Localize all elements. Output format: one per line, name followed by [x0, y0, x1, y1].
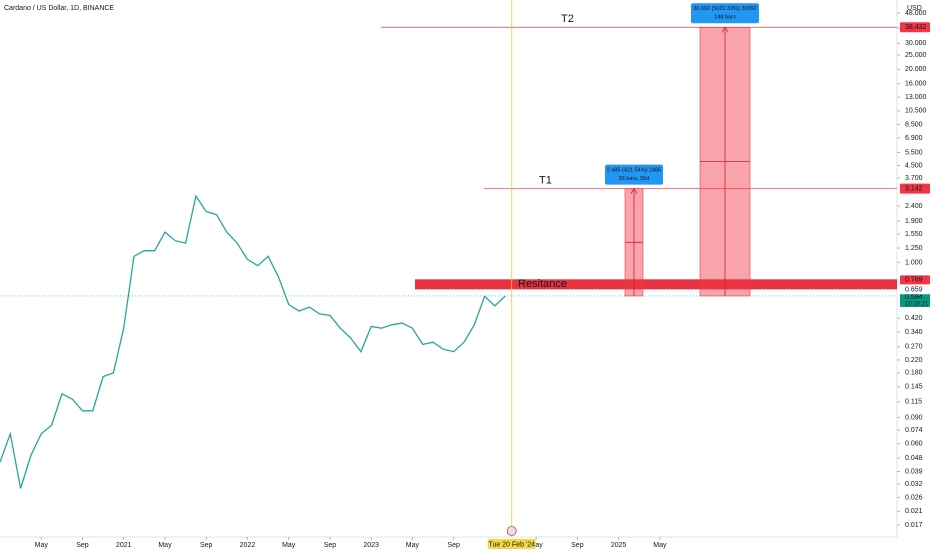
y-tick-label: 0.048 — [905, 455, 923, 462]
y-tick-label: 8.500 — [905, 121, 923, 128]
x-tick-label: 2025 — [611, 542, 627, 549]
measure-label-bg — [691, 3, 759, 24]
x-tick-label: May — [35, 542, 49, 549]
y-tick-label: 0.340 — [905, 329, 923, 336]
measure-bars: 148 bars — [714, 15, 736, 21]
chart-title: Cardano / US Dollar, 1D, BINANCE — [4, 5, 114, 12]
x-tick-label: May — [653, 542, 667, 549]
y-tick-label: 20.000 — [905, 66, 927, 73]
price-label-bg — [900, 275, 930, 285]
y-tick-label: 1.900 — [905, 218, 923, 225]
x-tick-label: Sep — [200, 542, 213, 549]
resistance-label: Resitance — [518, 278, 567, 290]
y-tick-label: 16.000 — [905, 81, 927, 88]
price-label: 38.432 — [905, 24, 927, 31]
last-price-bg — [900, 292, 930, 307]
measure-label: 2.485 (421.54%) 2485 — [607, 168, 661, 174]
x-tick-label: Sep — [571, 542, 584, 549]
y-tick-label: 0.017 — [905, 522, 923, 529]
measure-bars: 55 bars, 55d — [619, 176, 650, 182]
y-tick-label: 3.700 — [905, 175, 923, 182]
y-tick-label: 0.115 — [905, 399, 922, 406]
resistance-bar — [415, 279, 897, 290]
y-tick-label: 0.074 — [905, 427, 923, 434]
y-tick-label: 25.000 — [905, 52, 927, 59]
y-tick-label: 0.026 — [905, 494, 923, 501]
y-tick-label: 0.060 — [905, 441, 923, 448]
cursor-label: Tue 20 Feb '24 — [488, 541, 535, 548]
y-tick-label: 0.270 — [905, 344, 923, 351]
x-tick-label: Sep — [76, 542, 89, 549]
y-tick-label: 0.145 — [905, 384, 923, 391]
y-tick-label: 5.500 — [905, 149, 923, 156]
measure-arrow-head — [630, 187, 638, 194]
y-tick-label: 0.180 — [905, 370, 923, 377]
last-price-label: 0.594 — [905, 294, 923, 301]
countdown: 10:10:21 — [905, 302, 929, 308]
y-tick-label: 48.000 — [905, 10, 927, 17]
target-name: T1 — [539, 175, 552, 187]
x-tick-label: May — [282, 542, 296, 549]
y-tick-label: 1.000 — [905, 259, 923, 266]
target-name: T2 — [561, 13, 574, 25]
event-icon — [506, 526, 517, 536]
measure-label: 30.092 (5031.33%) 30092 — [693, 6, 757, 12]
x-tick-label: Sep — [324, 542, 337, 549]
x-tick-label: May — [530, 542, 544, 549]
y-tick-label: 6.900 — [905, 135, 923, 142]
y-tick-label: 0.039 — [905, 468, 923, 475]
currency: USD — [907, 5, 922, 12]
y-tick-label: 1.250 — [905, 245, 923, 252]
price-label-bg — [900, 183, 930, 194]
y-tick-label: 4.500 — [905, 162, 923, 169]
x-tick-label: 2022 — [240, 542, 256, 549]
y-tick-label: 13.000 — [905, 94, 927, 101]
y-tick-label: 0.420 — [905, 315, 923, 322]
price-label: 0.769 — [905, 277, 923, 284]
y-tick-label: 0.021 — [905, 508, 923, 515]
y-tick-label: 0.032 — [905, 481, 923, 488]
x-tick-label: 2023 — [363, 542, 379, 549]
y-tick-label: 2.400 — [905, 203, 923, 210]
price-line — [0, 194, 506, 489]
cursor-label-bg — [487, 539, 536, 549]
measure-label-bg — [605, 164, 663, 185]
y-tick-label: 0.090 — [905, 414, 923, 421]
y-tick-label: 0.220 — [905, 357, 923, 364]
x-tick-label: May — [158, 542, 172, 549]
price-label-bg — [900, 22, 930, 33]
x-tick-label: May — [406, 542, 420, 549]
y-tick-label: 10.500 — [905, 108, 927, 115]
price-label: 3.142 — [905, 185, 923, 192]
y-tick-label: 1.550 — [905, 231, 923, 238]
price-label: 0.659 — [905, 287, 923, 294]
y-tick-label: 30.000 — [905, 40, 927, 47]
price-label-bg — [900, 285, 930, 295]
measure-arrow-head — [721, 26, 729, 33]
x-tick-label: 2021 — [116, 542, 132, 549]
x-tick-label: Sep — [447, 542, 460, 549]
